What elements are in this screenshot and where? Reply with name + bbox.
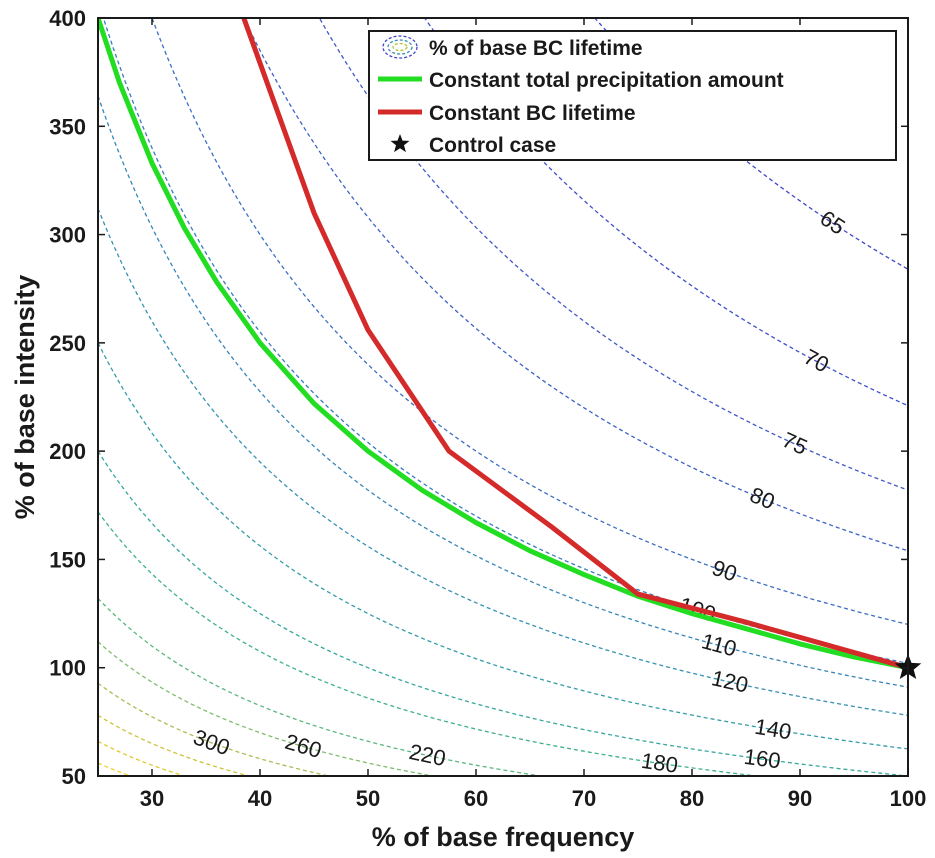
y-tick-label: 400 <box>49 6 86 31</box>
contour-label-80: 80 <box>746 482 778 514</box>
x-tick-label: 80 <box>680 786 704 811</box>
contour-label-65: 65 <box>816 205 850 239</box>
contour-line-80 <box>243 18 908 552</box>
series-lines <box>98 18 908 671</box>
x-tick-label: 40 <box>248 786 272 811</box>
contour-label-110: 110 <box>699 628 739 661</box>
x-tick-label: 70 <box>572 786 596 811</box>
legend-box <box>368 30 897 161</box>
contour-line-180 <box>98 511 763 776</box>
contour-label-160: 160 <box>742 744 782 774</box>
series-line-constant-bc-lifetime <box>241 18 908 671</box>
contour-line-120 <box>98 208 908 717</box>
x-axis-label: % of base frequency <box>372 822 635 852</box>
contour-line-160 <box>98 450 908 776</box>
legend-entry-label: Control case <box>429 134 556 157</box>
y-tick-label: 100 <box>49 656 86 681</box>
contour-label-120: 120 <box>709 665 750 697</box>
contour-label-260: 260 <box>282 729 324 763</box>
y-tick-label: 300 <box>49 223 86 248</box>
contour-line-110 <box>98 95 908 688</box>
y-tick-label: 150 <box>49 547 86 572</box>
y-tick-label: 200 <box>49 439 86 464</box>
contour-line-140 <box>98 342 908 750</box>
contour-line-220 <box>98 597 546 776</box>
contour-label-140: 140 <box>753 714 793 745</box>
y-axis-label: % of base intensity <box>10 275 40 520</box>
plot-frame <box>97 17 909 777</box>
x-tick-label: 90 <box>788 786 812 811</box>
legend-entry-label: Constant total precipitation amount <box>429 69 784 92</box>
contour-label-180: 180 <box>640 748 680 778</box>
legend-contour-icon <box>382 35 418 59</box>
legend-entry-label: % of base BC lifetime <box>429 37 643 60</box>
contour-label-90: 90 <box>709 555 740 587</box>
contour-line-90 <box>151 18 908 626</box>
contour-label-70: 70 <box>800 344 833 378</box>
x-tick-label: 100 <box>890 786 927 811</box>
x-axis-ticks: 30 40 50 60 70 80 90 100 <box>140 18 927 811</box>
legend: % of base BC lifetime Constant total prec… <box>368 30 897 161</box>
y-tick-label: 350 <box>49 114 86 139</box>
contour-label-220: 220 <box>407 739 448 771</box>
y-axis-ticks: 50 100 150 200 250 300 350 400 <box>49 6 908 789</box>
x-tick-label: 60 <box>464 786 488 811</box>
legend-entry-label: Constant BC lifetime <box>429 102 636 125</box>
contour-label-300: 300 <box>190 724 233 760</box>
contour-line-300 <box>98 682 333 776</box>
y-tick-label: 50 <box>62 764 86 789</box>
y-tick-label: 250 <box>49 331 86 356</box>
contour-label-75: 75 <box>778 427 811 460</box>
x-tick-label: 30 <box>140 786 164 811</box>
x-tick-label: 50 <box>356 786 380 811</box>
contour-line-75 <box>318 18 908 491</box>
legend-star-icon <box>390 134 410 153</box>
series-line-constant-precipitation <box>98 18 908 671</box>
